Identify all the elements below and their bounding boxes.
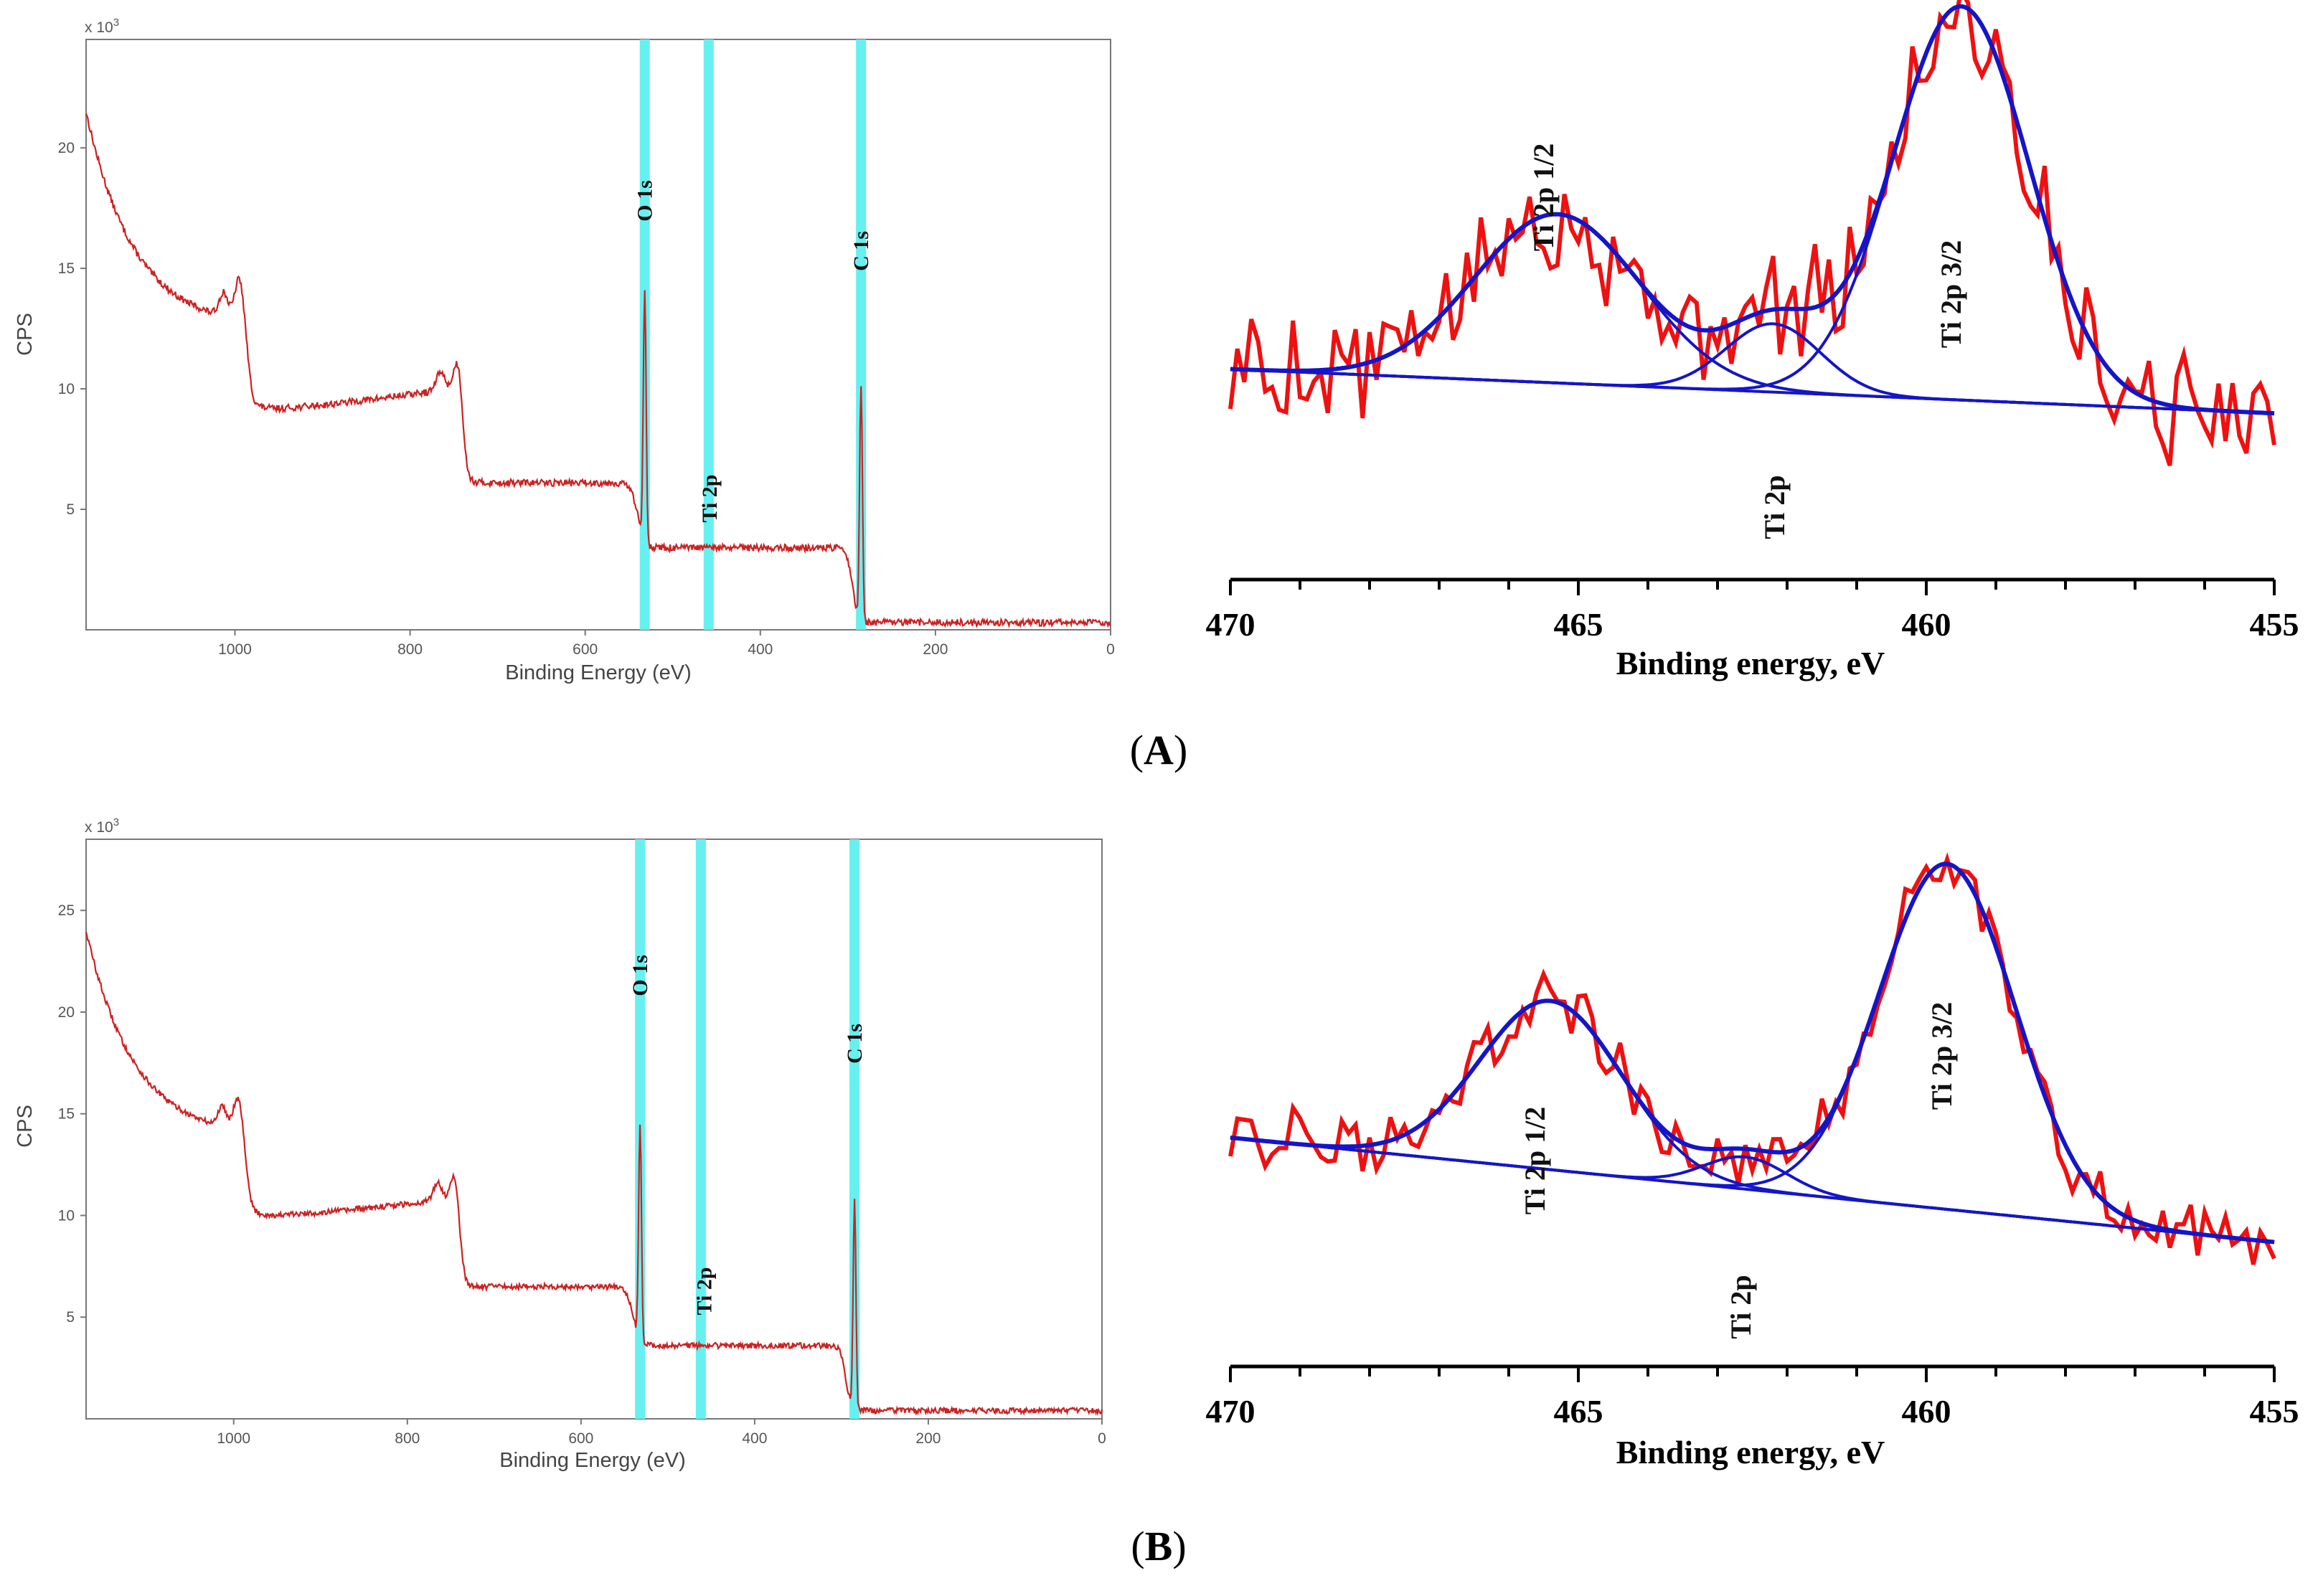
highres-x-tick-label: 460	[1902, 606, 1951, 643]
highres-x-tick-label: 465	[1554, 606, 1603, 643]
highres-a-envelope-fit	[1230, 4, 2275, 416]
highres-b-label-ti2p32: Ti 2p 3/2	[1926, 1002, 1958, 1110]
highres-b-xlabel: Binding energy, eV	[1616, 1434, 1885, 1470]
survey-y-tick-label: 15	[58, 1106, 75, 1123]
survey-y-tick-label: 10	[58, 1207, 75, 1224]
survey-a-label-o1s: O 1s	[633, 180, 657, 222]
survey-b-spectrum-line	[85, 932, 1103, 1417]
survey-x-tick-label: 200	[923, 641, 948, 658]
survey-b-label-c1s: C 1s	[843, 1024, 867, 1064]
survey-x-tick-label: 800	[395, 1430, 420, 1447]
survey-x-tick-label: 400	[748, 641, 773, 658]
highres-a-xlabel: Binding energy, eV	[1616, 645, 1885, 681]
survey-x-tick-label: 600	[568, 1430, 593, 1447]
survey-b-xlabel: Binding Energy (eV)	[499, 1449, 686, 1472]
survey-a-frame	[85, 39, 1111, 631]
survey-highlight-band-2	[856, 39, 867, 630]
survey-y-tick-label: 20	[58, 140, 75, 156]
survey-a-ylabel: CPS	[14, 313, 37, 356]
highres-chart-a: 470 465 460 455 Binding energy, eV Ti 2p 1/…	[1206, 0, 2299, 681]
survey-b-label-ti2p: Ti 2p	[693, 1267, 717, 1316]
survey-a-label-ti2p: Ti 2p	[698, 475, 722, 523]
survey-b-frame	[85, 839, 1103, 1420]
panel-label-b: (B)	[1131, 1523, 1186, 1569]
survey-y-tick-label: 5	[66, 501, 75, 518]
panel-a: 1000 800 600 400 200 0 5 10 15 20 x 103 CPS Bind…	[14, 0, 2299, 773]
highres-x-tick-label: 470	[1206, 1393, 1255, 1430]
survey-x-tick-label: 400	[742, 1430, 767, 1447]
survey-highlight-band-2	[849, 839, 860, 1419]
panel-b: 1000 800 600 400 200 0 5 10 15 20 25 x 103 CPS Bi…	[14, 816, 2299, 1569]
survey-a-multiplier: x 103	[85, 16, 119, 36]
survey-a-spectrum-line	[85, 113, 1111, 629]
highres-a-label-ti2p: Ti 2p	[1758, 475, 1791, 539]
survey-a-xlabel: Binding Energy (eV)	[505, 661, 692, 684]
survey-x-tick-label: 1000	[218, 641, 252, 658]
highres-x-tick-label: 455	[2250, 1393, 2299, 1430]
survey-x-tick-label: 200	[915, 1430, 941, 1447]
survey-y-tick-label: 25	[58, 902, 75, 919]
survey-y-tick-label: 20	[58, 1004, 75, 1021]
panel-label-a: (A)	[1130, 727, 1188, 773]
survey-b-multiplier: x 103	[85, 816, 119, 836]
highres-chart-b: 470 465 460 455 Binding energy, eV Ti 2p 1/…	[1206, 851, 2299, 1470]
survey-y-tick-label: 5	[66, 1309, 75, 1326]
highres-b-envelope-fit	[1230, 861, 2275, 1245]
highres-b-label-ti2p: Ti 2p	[1725, 1275, 1757, 1338]
highres-b-label-ti2p12: Ti 2p 1/2	[1519, 1107, 1551, 1214]
survey-b-label-o1s: O 1s	[628, 955, 652, 996]
survey-a-label-c1s: C 1s	[849, 231, 873, 271]
highres-x-tick-label: 455	[2250, 606, 2299, 643]
survey-x-tick-label: 0	[1106, 641, 1115, 658]
survey-x-tick-label: 800	[397, 641, 423, 658]
highres-a-label-ti2p12: Ti 2p 1/2	[1527, 143, 1560, 251]
survey-x-tick-label: 600	[573, 641, 598, 658]
highres-x-tick-label: 465	[1554, 1393, 1603, 1430]
survey-chart-a: 1000 800 600 400 200 0 5 10 15 20 x 103 CPS Bind…	[14, 16, 1115, 684]
survey-chart-b: 1000 800 600 400 200 0 5 10 15 20 25 x 103 CPS Bi…	[14, 816, 1106, 1472]
survey-x-tick-label: 1000	[217, 1430, 250, 1447]
highres-x-tick-label: 470	[1206, 606, 1255, 643]
survey-b-ylabel: CPS	[14, 1105, 37, 1148]
highres-b-measured-line	[1228, 851, 2276, 1265]
highres-x-tick-label: 460	[1902, 1393, 1951, 1430]
highres-a-measured-line	[1228, 0, 2276, 466]
highres-a-label-ti2p32: Ti 2p 3/2	[1935, 240, 1967, 348]
survey-highlight-band-1	[695, 839, 706, 1419]
survey-y-tick-label: 10	[58, 381, 75, 397]
survey-y-tick-label: 15	[58, 260, 75, 277]
survey-highlight-band-1	[703, 39, 714, 630]
survey-x-tick-label: 0	[1098, 1430, 1106, 1447]
